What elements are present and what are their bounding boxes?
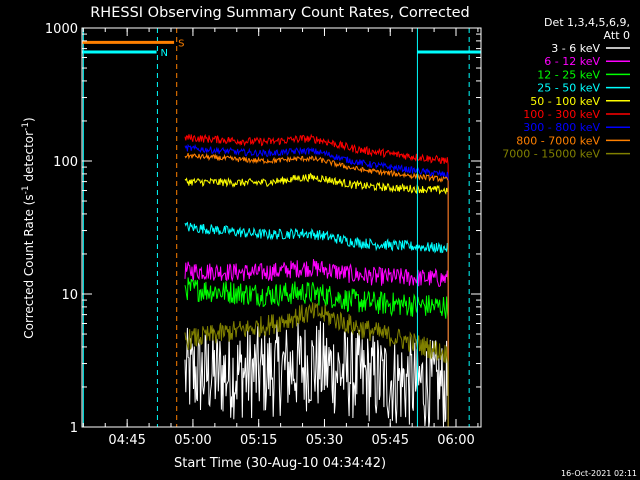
x-tick-label-3: 05:30 <box>306 433 343 448</box>
plot-frame <box>81 27 482 428</box>
series-line-7 <box>184 152 449 183</box>
y-tick-label-0: 1 <box>70 421 78 436</box>
flags-layer: SN <box>82 28 481 427</box>
flag-label-1: N <box>161 48 168 59</box>
legend-label-6: 300 - 800 keV <box>523 121 600 134</box>
x-axis-label: Start Time (30-Aug-10 04:34:42) <box>174 456 386 471</box>
y-axis-label: Corrected Count Rate (s-1 detector-1) <box>21 117 36 338</box>
legend-label-8: 7000 - 15000 keV <box>502 148 600 161</box>
axes-layer: 04:45 05:00 05:15 05:30 05:45 06:00 1 10 100 1000 <box>45 22 481 448</box>
legend-label-5: 100 - 300 keV <box>523 108 600 121</box>
y-tick-label-3: 1000 <box>45 22 78 37</box>
series-line-5 <box>184 133 449 165</box>
y-axis-label-sup1: -1 <box>21 185 31 194</box>
series-line-6 <box>184 143 449 179</box>
y-tick-label-1: 10 <box>61 288 78 303</box>
series-line-4 <box>184 172 449 195</box>
y-axis-label-part2: detector <box>22 131 36 186</box>
legend-label-3: 25 - 50 keV <box>537 82 600 95</box>
y-tick-label-2: 100 <box>53 155 78 170</box>
x-tick-label-4: 05:45 <box>372 433 409 448</box>
y-axis-label-part1: Corrected Count Rate (s <box>22 194 36 338</box>
legend-label-7: 800 - 7000 keV <box>516 134 600 147</box>
series-line-2 <box>184 277 449 319</box>
y-axis-label-part3: ) <box>22 117 36 122</box>
y-axis-label-sup2: -1 <box>21 122 31 131</box>
series-layer <box>184 133 449 428</box>
legend-label-0: 3 - 6 keV <box>551 42 600 55</box>
series-line-1 <box>184 259 449 287</box>
x-tick-label-5: 06:00 <box>437 433 474 448</box>
legend-header-0: Det 1,3,4,5,6,9, <box>544 16 630 29</box>
footer-timestamp: 16-Oct-2021 02:11 <box>561 469 637 478</box>
legend-label-1: 6 - 12 keV <box>544 55 600 68</box>
flag-label-0: S <box>178 38 184 49</box>
series-line-0 <box>184 321 449 428</box>
x-tick-label-2: 05:15 <box>240 433 277 448</box>
x-tick-label-1: 05:00 <box>174 433 211 448</box>
legend-label-4: 50 - 100 keV <box>530 95 600 108</box>
legend-label-2: 12 - 25 keV <box>537 68 600 81</box>
legend-header-1: Att 0 <box>604 29 630 42</box>
x-tick-label-0: 04:45 <box>108 433 145 448</box>
chart-title: RHESSI Observing Summary Count Rates, Co… <box>90 5 470 21</box>
series-line-8 <box>184 302 449 364</box>
series-line-3 <box>184 221 449 254</box>
